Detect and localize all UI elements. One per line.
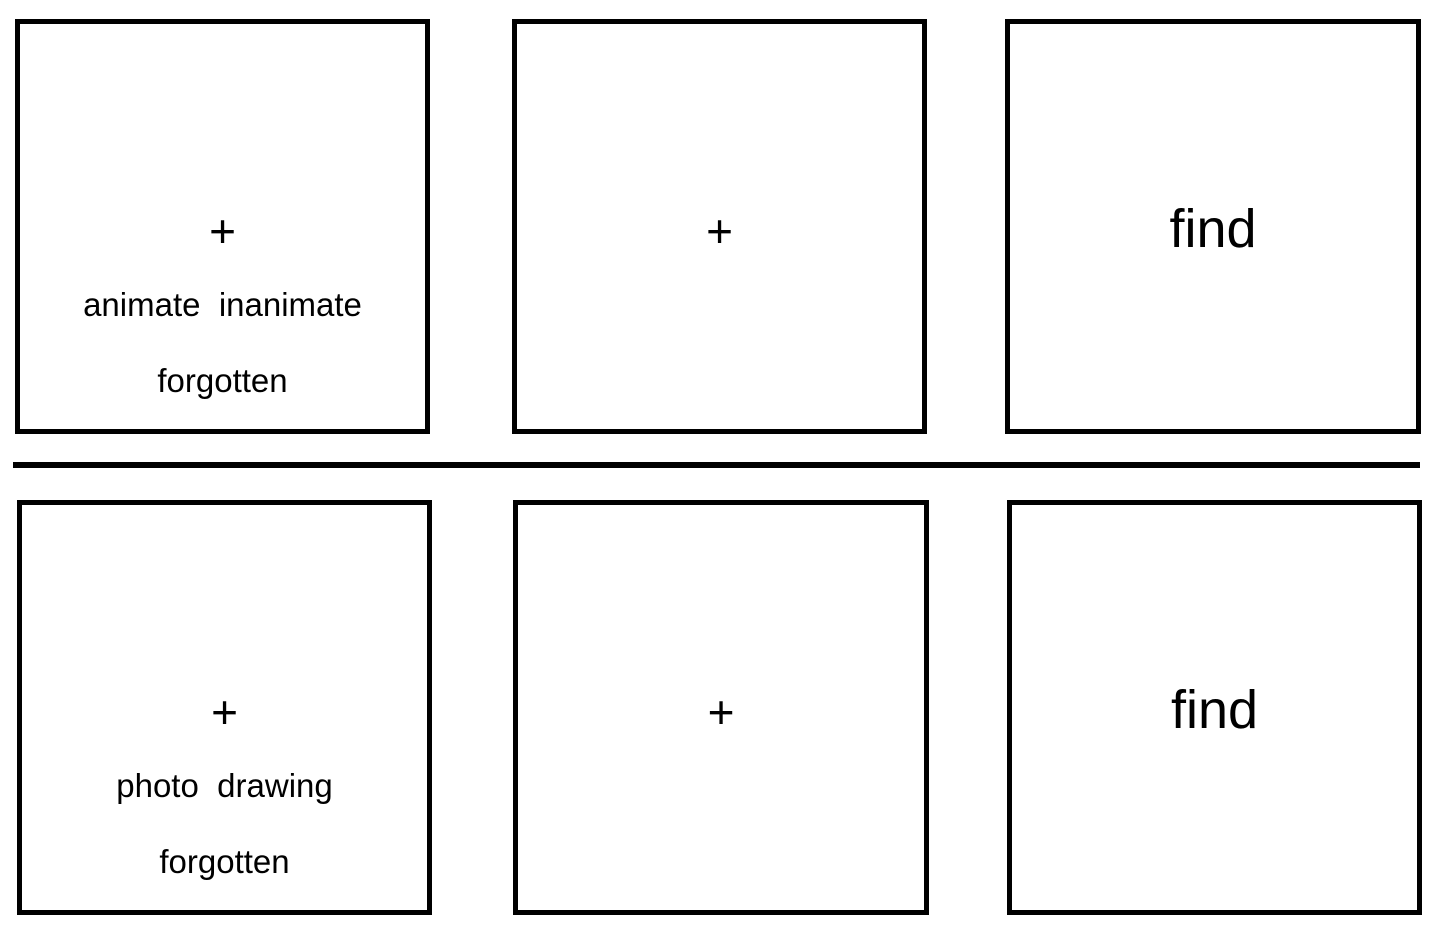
- top-probe-word: find: [1169, 199, 1257, 259]
- bottom-probe-panel: find: [1007, 500, 1422, 915]
- top-forgotten-label: forgotten: [157, 362, 288, 399]
- bottom-cue-fixation-cross: +: [211, 686, 238, 738]
- top-probe-panel: find: [1005, 19, 1421, 434]
- top-category-labels: animate inanimate: [83, 286, 362, 323]
- top-cue-fixation-cross: +: [209, 205, 236, 257]
- bottom-probe-word: find: [1170, 680, 1259, 740]
- bottom-cue-panel: + photo drawing forgotten: [17, 500, 432, 915]
- top-delay-fixation-cross: +: [706, 205, 733, 257]
- top-cue-panel: + animate inanimate forgotten: [15, 19, 430, 434]
- top-delay-panel: +: [512, 19, 927, 434]
- bottom-delay-fixation-cross: +: [707, 686, 735, 738]
- bottom-forgotten-label: forgotten: [159, 843, 290, 880]
- bottom-category-labels: photo drawing: [116, 767, 333, 804]
- bottom-delay-panel: +: [513, 500, 929, 915]
- row-divider-line: [13, 462, 1420, 468]
